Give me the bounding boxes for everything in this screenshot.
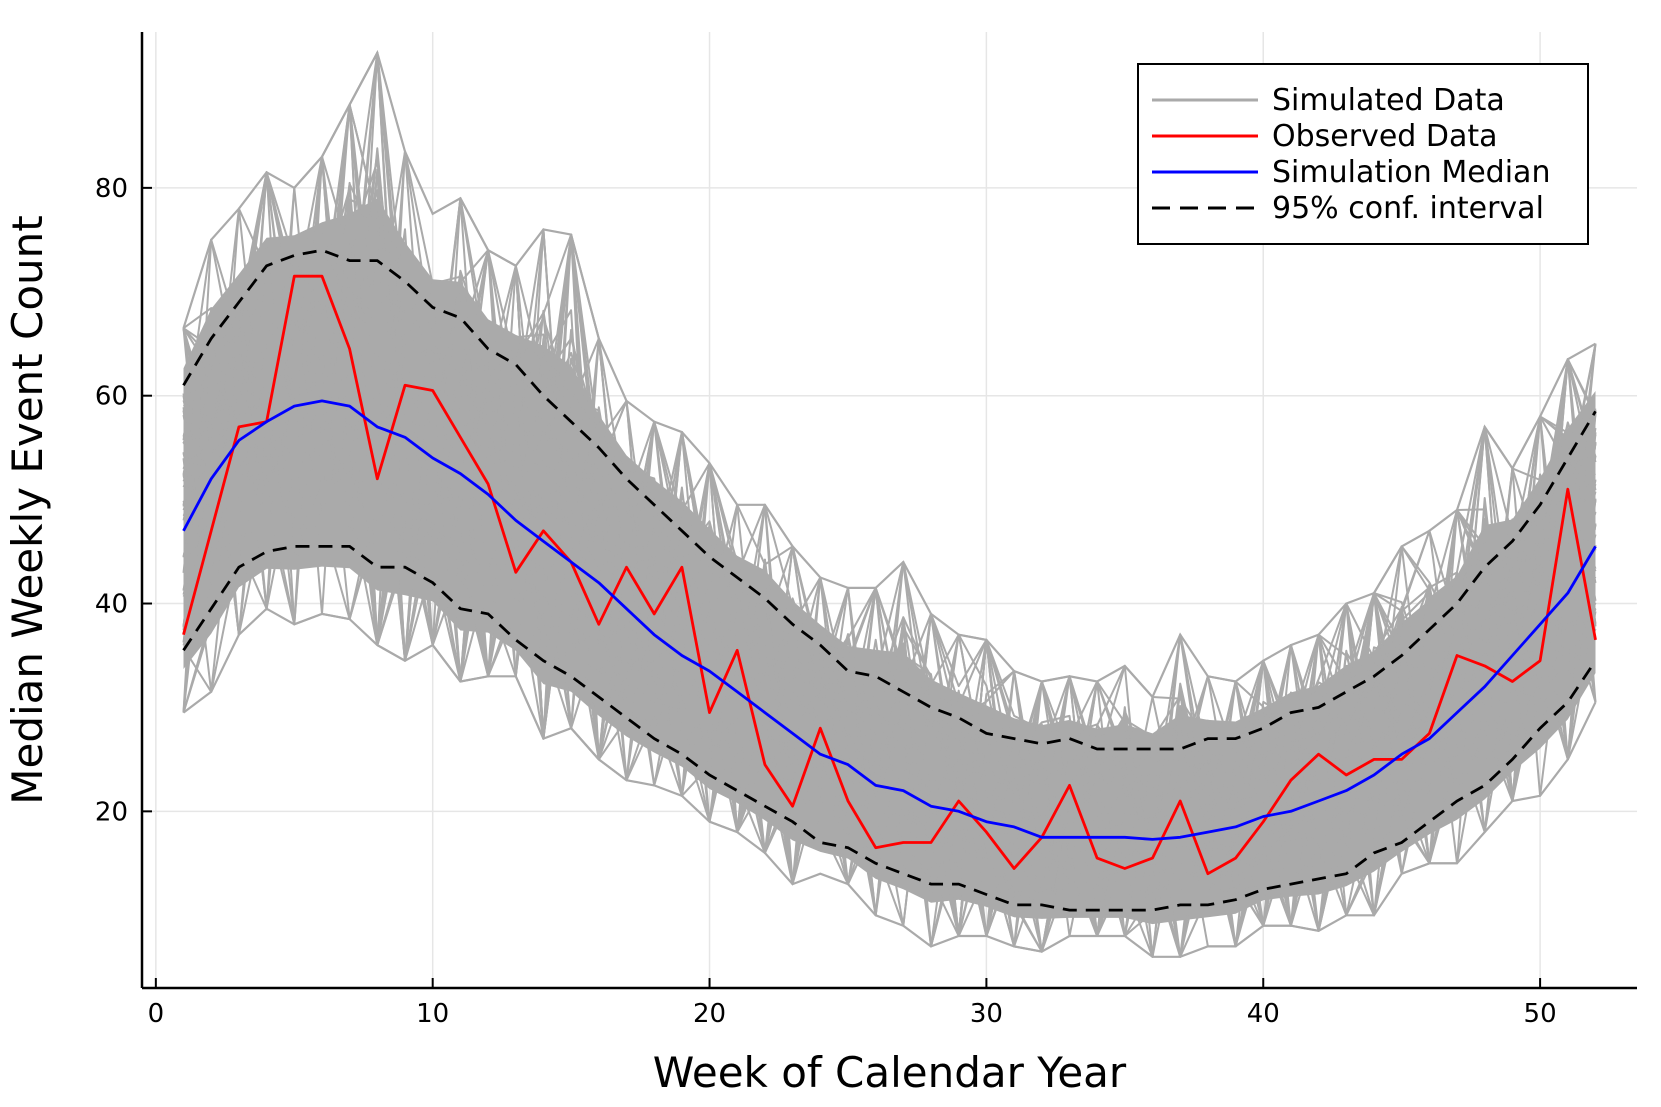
y-tick-label: 80	[95, 174, 128, 204]
y-tick-label: 60	[95, 382, 128, 412]
simulation-median-line	[182, 399, 1597, 841]
legend-label: Simulated Data	[1272, 83, 1505, 118]
x-tick-label: 20	[693, 999, 726, 1029]
observed-data-line	[182, 274, 1597, 876]
ci-upper-line	[182, 248, 1597, 751]
x-tick-label: 50	[1524, 999, 1557, 1029]
x-tick-label: 0	[148, 999, 165, 1029]
x-tick-label: 10	[416, 999, 449, 1029]
series-lines	[182, 248, 1597, 912]
legend-label: Observed Data	[1272, 119, 1498, 154]
x-axis-title: Week of Calendar Year	[653, 1048, 1127, 1097]
tick-labels: 0 10 20 30 40 50 20 40 60 80	[95, 174, 1557, 1029]
simulated-data-upper-envelope	[182, 49, 1597, 700]
x-tick-label: 30	[970, 999, 1003, 1029]
y-tick-label: 20	[95, 797, 128, 827]
simulated-data-line	[182, 51, 1597, 937]
legend-label: Simulation Median	[1272, 155, 1550, 190]
simulated-data-line	[182, 197, 1597, 937]
simulated-data-lower-envelope	[182, 607, 1597, 958]
simulated-data-line	[182, 171, 1597, 885]
simulated-data-lines	[182, 49, 1597, 958]
x-tick-label: 40	[1247, 999, 1280, 1029]
simulated-data-line	[182, 186, 1597, 937]
simulated-data-line	[182, 170, 1597, 932]
simulated-data-line	[182, 150, 1597, 953]
simulated-data-line	[182, 253, 1596, 937]
simulated-data-line	[182, 51, 1597, 948]
axes	[140, 32, 1637, 990]
y-tick-label: 40	[95, 590, 128, 620]
y-axis-title: Median Weekly Event Count	[3, 215, 52, 804]
ci-lower-line	[182, 545, 1597, 912]
legend-box	[1137, 63, 1589, 245]
legend-label: 95% conf. interval	[1272, 191, 1544, 226]
